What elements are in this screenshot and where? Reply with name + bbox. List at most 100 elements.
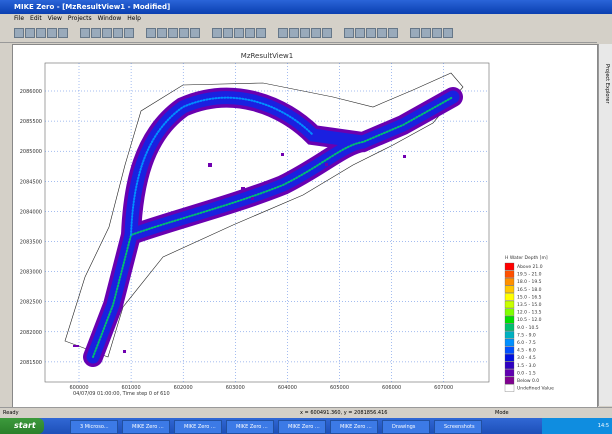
- time-label: 04/07/09 01:00:00, Time step 0 of 610: [73, 391, 170, 397]
- taskbar-item[interactable]: MIKE Zero ...: [122, 420, 170, 434]
- legend: H Water Depth [m]Above 21.019.5 - 21.018…: [505, 255, 554, 392]
- menu-item[interactable]: File: [14, 14, 24, 23]
- toolbar-button[interactable]: [47, 28, 57, 38]
- toolbar-button[interactable]: [113, 28, 123, 38]
- toolbar-button[interactable]: [344, 28, 354, 38]
- y-tick-label: 2085000: [20, 149, 42, 155]
- x-tick-label: 604000: [278, 385, 297, 391]
- toolbar-button[interactable]: [410, 28, 420, 38]
- toolbar-button[interactable]: [355, 28, 365, 38]
- y-tick-label: 2082500: [20, 300, 42, 306]
- toolbar-button[interactable]: [91, 28, 101, 38]
- legend-swatch: [505, 362, 514, 369]
- legend-label: 16.5 - 18.0: [517, 287, 542, 293]
- x-tick-label: 605000: [330, 385, 349, 391]
- taskbar-item[interactable]: MIKE Zero ...: [174, 420, 222, 434]
- toolbar-button[interactable]: [366, 28, 376, 38]
- toolbar-button[interactable]: [234, 28, 244, 38]
- toolbar-button[interactable]: [25, 28, 35, 38]
- legend-label: 9.0 - 10.5: [517, 325, 539, 331]
- legend-label: 13.5 - 15.0: [517, 302, 542, 308]
- legend-swatch: [505, 301, 514, 308]
- river: [93, 97, 453, 357]
- toolbar-button[interactable]: [443, 28, 453, 38]
- toolbar-button[interactable]: [190, 28, 200, 38]
- toolbar-button[interactable]: [146, 28, 156, 38]
- y-tick-label: 2081500: [20, 360, 42, 366]
- taskbar: start 14:5 3 Microso... MIKE Zero ... MIKE…: [0, 418, 612, 434]
- legend-label: Above 21.0: [517, 264, 543, 270]
- taskbar-item[interactable]: Screenshots: [434, 420, 482, 434]
- x-tick-label: 603000: [226, 385, 245, 391]
- status-coords: x = 600491.360, y = 2081856.416: [300, 408, 387, 418]
- toolbar-button[interactable]: [388, 28, 398, 38]
- toolbar-button[interactable]: [168, 28, 178, 38]
- legend-label: 19.5 - 21.0: [517, 272, 542, 278]
- clock: 14:5: [598, 423, 609, 429]
- toolbar-button[interactable]: [124, 28, 134, 38]
- screen: MIKE Zero - [MzResultView1 - Modified] F…: [0, 0, 612, 434]
- menu-item[interactable]: Edit: [30, 14, 42, 23]
- legend-label: Below 0.0: [517, 378, 539, 384]
- plot: MzResultView1 20860002085500208500020845…: [13, 45, 597, 407]
- menu-item[interactable]: Projects: [68, 14, 92, 23]
- taskbar-item[interactable]: Drawings: [382, 420, 430, 434]
- legend-swatch: [505, 324, 514, 331]
- y-tick-label: 2085500: [20, 119, 42, 125]
- toolbar-button[interactable]: [14, 28, 24, 38]
- legend-title: H Water Depth [m]: [505, 255, 548, 261]
- y-tick-label: 2083000: [20, 270, 42, 276]
- menu-item[interactable]: Window: [98, 14, 122, 23]
- legend-swatch: [505, 347, 514, 354]
- toolbar-button[interactable]: [80, 28, 90, 38]
- toolbar-button[interactable]: [179, 28, 189, 38]
- legend-swatch: [505, 293, 514, 300]
- legend-label: 15.0 - 16.5: [517, 294, 542, 300]
- legend-label: 4.5 - 6.0: [517, 348, 536, 354]
- legend-label: 7.5 - 9.0: [517, 332, 536, 338]
- start-button[interactable]: start: [0, 418, 44, 434]
- menu-item[interactable]: View: [48, 14, 62, 23]
- legend-label: 0.0 - 1.5: [517, 370, 536, 376]
- toolbar-button[interactable]: [256, 28, 266, 38]
- taskbar-item[interactable]: MIKE Zero ...: [226, 420, 274, 434]
- legend-swatch: [505, 286, 514, 293]
- toolbar-button[interactable]: [212, 28, 222, 38]
- toolbar-button[interactable]: [300, 28, 310, 38]
- toolbar-button[interactable]: [322, 28, 332, 38]
- taskbar-item[interactable]: MIKE Zero ...: [278, 420, 326, 434]
- legend-swatch: [505, 331, 514, 338]
- toolbar-button[interactable]: [36, 28, 46, 38]
- toolbar-button[interactable]: [245, 28, 255, 38]
- toolbar-button[interactable]: [377, 28, 387, 38]
- toolbar: [0, 23, 597, 43]
- x-tick-label: 606000: [382, 385, 401, 391]
- y-tick-label: 2082000: [20, 330, 42, 336]
- y-tick-label: 2083500: [20, 240, 42, 246]
- y-tick-label: 2084000: [20, 209, 42, 215]
- tray: 14:5: [542, 418, 612, 434]
- legend-label: 3.0 - 4.5: [517, 355, 536, 361]
- legend-swatch: [505, 369, 514, 376]
- toolbar-button[interactable]: [102, 28, 112, 38]
- taskbar-item[interactable]: MIKE Zero ...: [330, 420, 378, 434]
- legend-swatch: [505, 385, 514, 392]
- legend-label: 1.5 - 3.0: [517, 363, 536, 369]
- legend-swatch: [505, 309, 514, 316]
- taskbar-item[interactable]: 3 Microso...: [70, 420, 118, 434]
- toolbar-button[interactable]: [432, 28, 442, 38]
- legend-swatch: [505, 316, 514, 323]
- toolbar-button[interactable]: [58, 28, 68, 38]
- status-mode: Mode: [495, 408, 509, 418]
- legend-label: 10.5 - 12.0: [517, 317, 542, 323]
- toolbar-button[interactable]: [311, 28, 321, 38]
- legend-label: 12.0 - 13.5: [517, 310, 542, 316]
- toolbar-button[interactable]: [278, 28, 288, 38]
- toolbar-button[interactable]: [421, 28, 431, 38]
- toolbar-button[interactable]: [289, 28, 299, 38]
- toolbar-button[interactable]: [157, 28, 167, 38]
- toolbar-button[interactable]: [223, 28, 233, 38]
- menu-item[interactable]: Help: [127, 14, 141, 23]
- status-text: Ready: [3, 408, 19, 418]
